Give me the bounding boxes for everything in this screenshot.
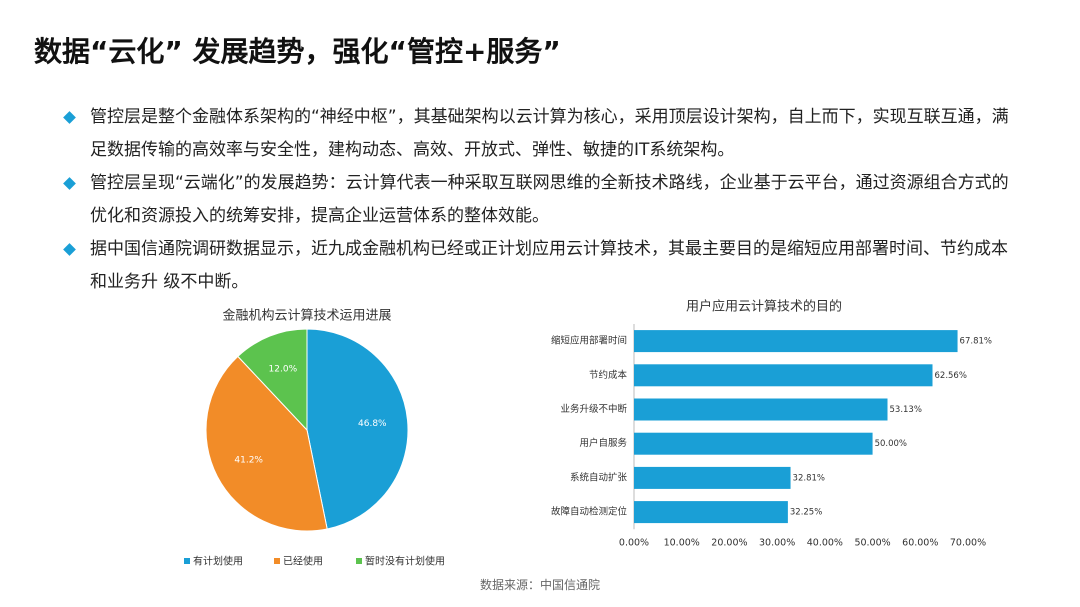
bar [634, 398, 888, 421]
bullet-text: 管控层是整个金融体系架构的“神经中枢”，其基础架构以云计算为核心，采用顶层设计架… [90, 107, 1009, 160]
pie-slice [306, 328, 409, 530]
bar [634, 432, 873, 455]
bullet-text: 据中国信通院调研数据显示，近九成金融机构已经或正计划应用云计算技术，其最主要目的… [90, 239, 1008, 292]
x-tick-label: 10.00% [664, 538, 700, 549]
legend-swatch [356, 558, 362, 564]
bullet: 管控层呈现“云端化”的发展趋势：云计算代表一种采取互联网思维的全新技术路线，企业… [62, 167, 1012, 233]
pie-slice [205, 355, 328, 532]
data-label: 67.81% [960, 337, 992, 347]
x-tick-label: 50.00% [854, 538, 890, 549]
legend-label: 暂时没有计划使用 [365, 555, 445, 568]
x-tick-label: 70.00% [950, 538, 986, 549]
slide-title: 数据“云化” 发展趋势，强化“管控+服务” [34, 35, 561, 68]
y-tick-label: 业务升级不中断 [560, 403, 627, 415]
x-tick-label: 0.00% [619, 538, 649, 549]
data-label: 41.2% [234, 456, 263, 466]
legend-label: 已经使用 [283, 555, 323, 568]
y-tick-label: 节约成本 [589, 369, 628, 381]
chart-title: 金融机构云计算技术运用进展 [222, 308, 391, 324]
y-tick-label: 系统自动扩张 [570, 471, 628, 483]
x-tick-label: 20.00% [711, 538, 747, 549]
data-label: 32.25% [790, 508, 822, 518]
chart-title: 用户应用云计算技术的目的 [686, 299, 842, 315]
x-tick-label: 40.00% [807, 538, 843, 549]
bullet: 管控层是整个金融体系架构的“神经中枢”，其基础架构以云计算为核心，采用顶层设计架… [62, 101, 1012, 167]
bullet-list: 管控层是整个金融体系架构的“神经中枢”，其基础架构以云计算为核心，采用顶层设计架… [62, 101, 1012, 299]
legend-swatch [184, 558, 190, 564]
legend-swatch [274, 558, 280, 564]
data-label: 12.0% [269, 364, 298, 374]
bar [634, 364, 933, 387]
data-label: 32.81% [793, 473, 825, 483]
bar [634, 501, 788, 524]
data-label: 62.56% [935, 371, 967, 381]
y-tick-label: 故障自动检测定位 [551, 506, 628, 518]
pie-slice [237, 328, 308, 432]
bullet: 据中国信通院调研数据显示，近九成金融机构已经或正计划应用云计算技术，其最主要目的… [62, 233, 1012, 299]
data-label: 46.8% [358, 419, 387, 429]
bar [634, 330, 958, 353]
y-tick-label: 缩短应用部署时间 [551, 335, 627, 347]
source-note: 数据来源：中国信通院 [479, 578, 600, 592]
data-label: 53.13% [890, 405, 922, 415]
bar [634, 466, 791, 489]
bullet-text: 管控层呈现“云端化”的发展趋势：云计算代表一种采取互联网思维的全新技术路线，企业… [90, 173, 1009, 226]
legend-label: 有计划使用 [193, 555, 243, 568]
x-tick-label: 60.00% [902, 538, 938, 549]
data-label: 50.00% [875, 439, 907, 449]
y-tick-label: 用户自服务 [579, 437, 627, 449]
x-tick-label: 30.00% [759, 538, 795, 549]
